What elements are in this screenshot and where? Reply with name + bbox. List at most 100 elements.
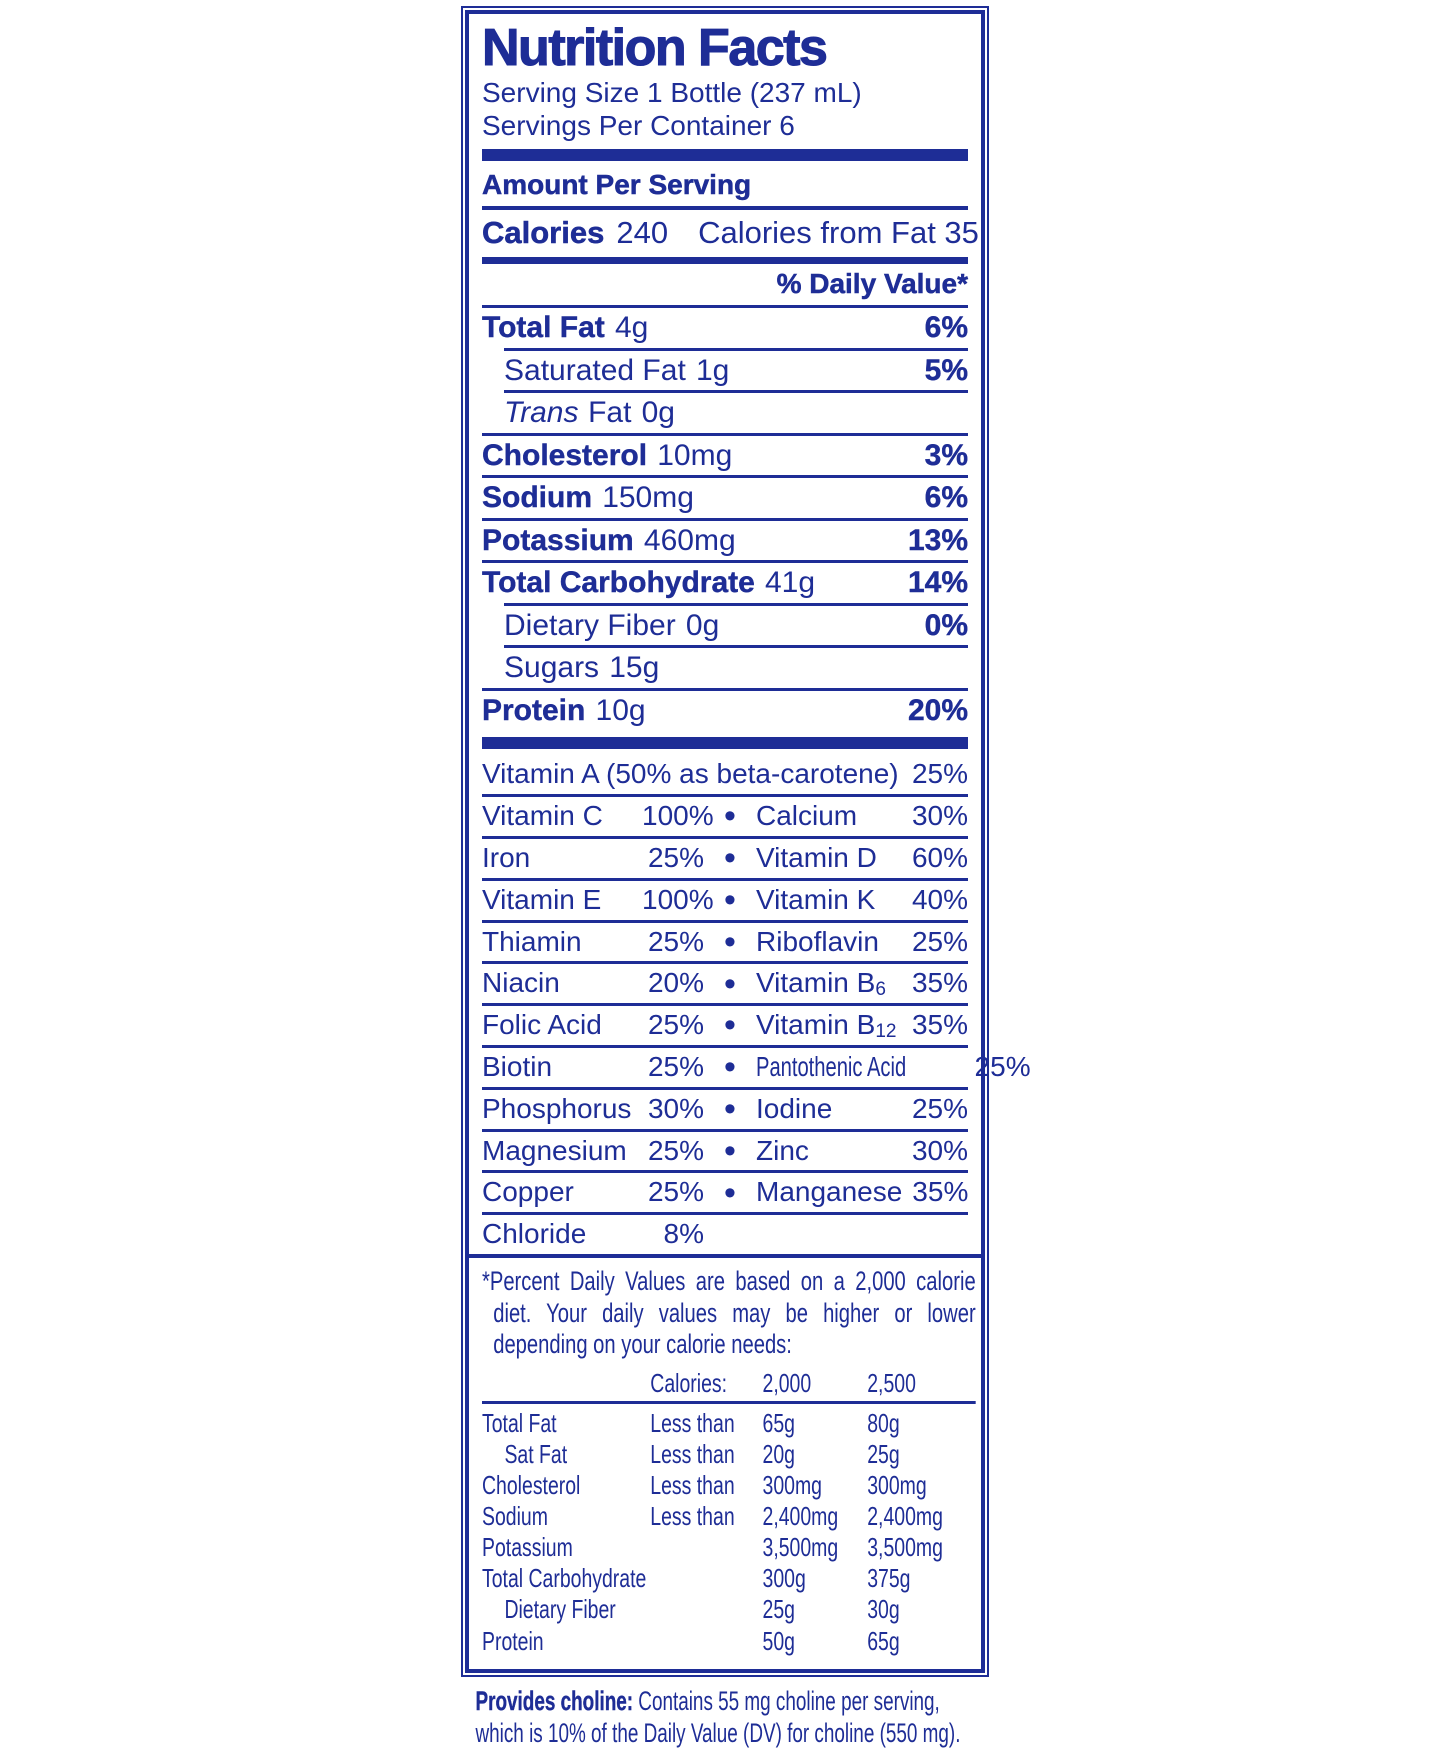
footnote-row: Total Carbohydrate 300g 375g — [482, 1563, 911, 1594]
nutrient-name: Total Fat — [482, 311, 605, 345]
nutrient-name: Saturated Fat — [504, 353, 686, 387]
calories-label: Calories — [482, 215, 605, 251]
bullet-icon: • — [724, 964, 736, 1003]
vitamin-dv: 8% — [663, 1218, 704, 1250]
footnote-header-2500: 2,500 — [867, 1367, 916, 1398]
nutrient-amount: 10mg — [657, 438, 733, 472]
medium-divider — [482, 257, 968, 265]
bullet-icon: • — [724, 1006, 736, 1045]
nutrient-dv: 6% — [924, 481, 968, 515]
divider — [482, 560, 968, 564]
vitamin-dv: 25% — [647, 925, 704, 957]
vitamin-name: Vitamin B12 — [756, 1009, 897, 1042]
divider — [482, 1170, 968, 1174]
divider — [482, 877, 968, 881]
nutrition-facts-panel: Nutrition Facts Serving Size 1 Bottle (2… — [461, 6, 1031, 1677]
vitamin-dv: 25% — [647, 1009, 704, 1041]
nutrient-amount: 4g — [614, 311, 649, 345]
vitamin-dv: 20% — [647, 967, 704, 999]
vitamin-name: Folic Acid — [482, 1009, 602, 1041]
vitamin-name: Iodine — [756, 1092, 833, 1124]
footnote-row: Dietary Fiber 25g 30g — [504, 1594, 900, 1625]
nutrient-amount: 460mg — [643, 523, 736, 557]
nutrient-name: Sodium — [482, 481, 592, 515]
nutrient-dv: 3% — [924, 438, 968, 472]
amount-per-serving-header: Amount Per Serving — [482, 166, 968, 211]
nutrient-row-dietary-fiber: Dietary Fiber 0g 0% — [482, 606, 968, 646]
nutrient-dv: 5% — [924, 353, 968, 387]
vitamin-row: Folic Acid 25% • Vitamin B12 35% — [482, 1006, 968, 1045]
divider — [482, 517, 968, 521]
divider — [482, 836, 968, 840]
bullet-icon: • — [724, 922, 736, 961]
vitamin-dv: 100% — [642, 800, 714, 832]
vitamin-dv: 30% — [911, 1134, 968, 1166]
vitamin-dv: 30% — [911, 800, 968, 832]
nutrient-dv: 13% — [907, 523, 968, 557]
vitamin-dv: 100% — [642, 883, 714, 915]
vitamin-name: Vitamin D — [756, 842, 877, 874]
bullet-icon: • — [724, 881, 736, 920]
serving-size: Serving Size 1 Bottle (237 mL) — [482, 77, 862, 109]
vitamin-dv: 35% — [911, 1009, 968, 1041]
footnote-table-header: Calories: 2,000 2,500 — [482, 1365, 976, 1404]
nutrient-row-sugars: Sugars 15g — [482, 648, 968, 688]
vitamin-row: Phosphorus 30% • Iodine 25% — [482, 1090, 968, 1129]
vitamin-row: Thiamin 25% • Riboflavin 25% — [482, 923, 968, 962]
vitamin-row: Vitamin E 100% • Vitamin K 40% — [482, 881, 968, 920]
vitamin-name: Vitamin B6 — [756, 967, 886, 1001]
footnote-row: Sat Fat Less than 20g 25g — [504, 1438, 900, 1469]
vitamin-dv: 60% — [911, 842, 968, 874]
nutrient-amount: 15g — [609, 651, 660, 685]
nutrient-name: Fat — [588, 396, 632, 430]
vitamin-name: Vitamin C — [482, 800, 603, 832]
divider — [482, 1128, 968, 1132]
nutrient-name: Potassium — [482, 523, 634, 557]
thick-divider — [482, 149, 968, 162]
vitamin-name: Vitamin A (50% as beta-carotene) — [482, 758, 899, 790]
bullet-icon: • — [724, 839, 736, 878]
nutrient-row-trans-fat: Trans Fat 0g — [482, 393, 968, 433]
divider — [482, 919, 968, 923]
vitamin-row: Niacin 20% • Vitamin B6 35% — [482, 964, 968, 1003]
vitamin-name: Iron — [482, 842, 531, 874]
nutrient-amount: 1g — [695, 353, 730, 387]
nutrient-name: Cholesterol — [482, 438, 648, 472]
bullet-icon: • — [724, 1090, 736, 1128]
bullet-icon: • — [724, 1173, 736, 1212]
nutrient-name: Protein — [482, 693, 586, 727]
bullet-icon: • — [724, 1131, 736, 1170]
bullet-icon: • — [724, 797, 736, 836]
divider — [482, 475, 968, 479]
vitamin-row-chloride: Chloride 8% — [482, 1215, 968, 1254]
footnote-header-2000: 2,000 — [762, 1367, 812, 1398]
vitamin-name: Chloride — [482, 1218, 587, 1250]
nutrient-row-total-carbohydrate: Total Carbohydrate 41g 14% — [482, 563, 968, 603]
footnote-section: *Percent Daily Values are based on a 2,0… — [469, 1253, 981, 1669]
nutrient-row-total-fat: Total Fat 4g 6% — [482, 308, 968, 348]
bullet-icon: • — [724, 1048, 736, 1087]
nutrient-dv: 20% — [907, 693, 968, 727]
nutrient-name-italic: Trans — [504, 396, 579, 430]
nutrient-dv: 6% — [924, 311, 968, 345]
nutrient-amount: 41g — [765, 566, 816, 600]
nutrient-dv: 14% — [907, 566, 968, 600]
divider — [482, 1086, 968, 1090]
vitamin-row: Vitamin C 100% • Calcium 30% — [482, 797, 968, 836]
calories-row: Calories 240 Calories from Fat 35 — [482, 210, 979, 257]
footnote-row: Total Fat Less than 65g 80g — [482, 1407, 900, 1438]
nutrient-amount: 10g — [595, 693, 646, 727]
vitamin-name: Phosphorus — [482, 1092, 632, 1124]
divider — [504, 602, 968, 606]
vitamin-row: Magnesium 25% • Zinc 30% — [482, 1132, 968, 1171]
divider — [482, 961, 968, 965]
nutrient-amount: 150mg — [602, 481, 694, 515]
footnote-header-calories: Calories: — [650, 1367, 728, 1398]
servings-per-container: Servings Per Container 6 — [482, 110, 795, 142]
vitamin-name: Manganese — [756, 1176, 903, 1208]
vitamin-name: Vitamin E — [482, 883, 602, 915]
vitamin-dv: 25% — [911, 758, 968, 790]
vitamin-dv: 25% — [647, 1051, 704, 1082]
vitamin-row: Iron 25% • Vitamin D 60% — [482, 839, 968, 878]
choline-note: Provides choline: Contains 55 mg choline… — [465, 1685, 987, 1749]
